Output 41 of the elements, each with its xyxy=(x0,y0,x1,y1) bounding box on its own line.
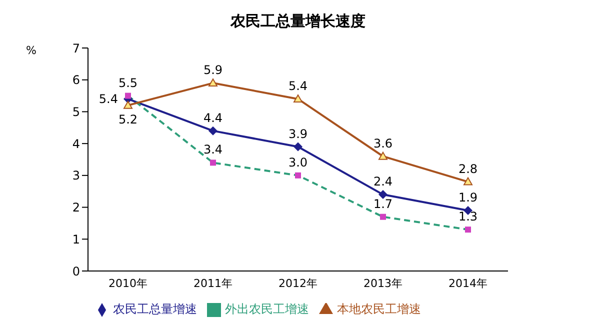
y-tick-label: 7 xyxy=(72,41,80,56)
data-label: 3.6 xyxy=(373,136,393,150)
point xyxy=(378,152,388,160)
x-tick-label: 2011年 xyxy=(194,276,232,290)
chart-title: 农民工总量增长速度 xyxy=(229,11,366,32)
data-label: 4.4 xyxy=(203,110,223,125)
x-tick-label: 2014年 xyxy=(448,276,488,290)
point xyxy=(124,100,132,109)
y-axis-title: % xyxy=(26,44,36,57)
y-tick-label: 1 xyxy=(72,232,80,246)
point xyxy=(208,126,218,136)
data-label: 2.8 xyxy=(458,162,478,176)
point xyxy=(294,142,302,152)
point xyxy=(294,94,302,102)
data-label: 1.3 xyxy=(458,210,478,224)
legend-label: 外出农民工增速 xyxy=(225,302,309,316)
data-label: 5.9 xyxy=(203,63,223,78)
legend-label: 农民工总量增速 xyxy=(113,302,197,316)
y-tick-label: 0 xyxy=(72,264,80,278)
x-tick-label: 2010年 xyxy=(108,276,148,290)
y-tick-label: 4 xyxy=(72,136,80,151)
point xyxy=(464,177,472,186)
data-label: 3.9 xyxy=(288,126,308,141)
data-label: 1.9 xyxy=(458,190,478,204)
x-tick-label: 2013年 xyxy=(364,276,402,290)
x-tick-label: 2012年 xyxy=(278,276,318,290)
legend-label: 本地农民工增速 xyxy=(337,302,421,316)
data-label: 2.4 xyxy=(373,174,393,189)
y-tick-label: 6 xyxy=(72,73,80,88)
data-label: 5.4 xyxy=(98,92,118,106)
data-label: 5.2 xyxy=(118,112,138,126)
y-tick-label: 3 xyxy=(72,168,80,183)
data-label: 5.5 xyxy=(118,76,138,90)
data-label: 1.7 xyxy=(373,196,393,211)
point xyxy=(208,78,218,87)
y-tick-label: 5 xyxy=(72,104,80,119)
data-label: 5.4 xyxy=(288,78,308,93)
data-label: 3.4 xyxy=(203,142,223,157)
data-label: 3.0 xyxy=(288,155,308,170)
point xyxy=(378,190,388,200)
y-tick-label: 2 xyxy=(72,200,80,215)
